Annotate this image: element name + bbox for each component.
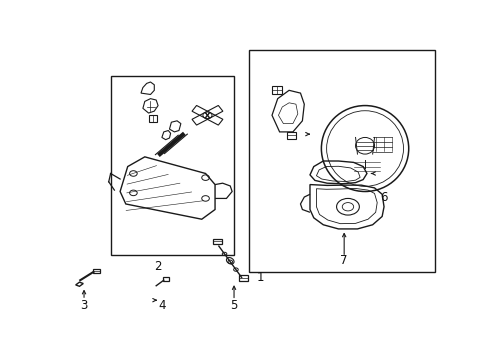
Text: 7: 7 — [341, 254, 348, 267]
Text: 6: 6 — [380, 190, 388, 203]
Bar — [213, 239, 222, 244]
Bar — [148, 115, 157, 122]
Bar — [163, 277, 169, 281]
Text: 1: 1 — [257, 271, 264, 284]
Bar — [93, 269, 99, 273]
Text: 2: 2 — [154, 260, 162, 273]
Text: 4: 4 — [158, 299, 166, 312]
Bar — [249, 50, 435, 272]
Bar — [239, 275, 248, 281]
Bar — [272, 86, 282, 94]
Text: 5: 5 — [230, 299, 238, 312]
Bar — [111, 76, 234, 255]
Bar — [287, 132, 295, 139]
Text: 3: 3 — [80, 299, 88, 312]
